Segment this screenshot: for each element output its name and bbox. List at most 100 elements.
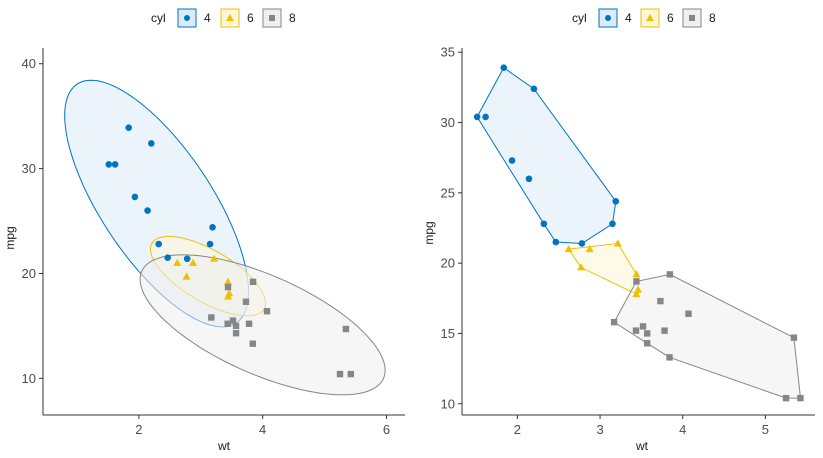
y-tick-label: 25: [441, 185, 455, 200]
point-cyl-4: [209, 224, 216, 231]
point-cyl-8: [790, 334, 798, 341]
point-cyl-8: [797, 394, 804, 402]
point-cyl-8: [336, 370, 344, 378]
point-cyl-8: [342, 325, 350, 333]
x-tick-label: 4: [679, 422, 686, 437]
panel-left-ellipse: 2 4 6 10 20 30 40: [22, 48, 405, 437]
y-tick-label: 20: [441, 256, 455, 271]
x-tick-label: 5: [762, 422, 769, 437]
point-cyl-8: [242, 298, 250, 305]
hull-cyl-8: [613, 273, 802, 399]
point-cyl-4: [105, 161, 113, 168]
point-cyl-8: [633, 278, 640, 285]
point-cyl-4: [473, 113, 481, 121]
point-cyl-8: [782, 394, 790, 402]
point-cyl-4: [125, 124, 133, 131]
panel-right-hull: 2 3 4 5 10 15 20 25 30 35: [441, 45, 815, 437]
legend-title: cyl: [572, 11, 587, 25]
y-tick-label: 10: [22, 371, 36, 386]
x-tick-label: 2: [135, 422, 142, 437]
x-tick-label: 6: [383, 422, 390, 437]
point-cyl-4: [155, 240, 163, 248]
point-cyl-4: [131, 193, 139, 201]
point-cyl-4: [552, 238, 560, 246]
point-cyl-8: [263, 307, 271, 315]
point-cyl-8: [643, 330, 651, 337]
x-axis-title-left: wt: [217, 439, 231, 453]
point-cyl-6: [564, 244, 573, 253]
y-tick-label: 30: [441, 115, 455, 130]
point-cyl-4: [530, 85, 538, 93]
y-tick-label: 15: [441, 326, 455, 341]
point-cyl-8: [249, 340, 256, 347]
point-cyl-8: [232, 330, 240, 337]
point-cyl-4: [164, 254, 171, 262]
point-cyl-8: [661, 327, 668, 334]
ellipse-cyl-8: [139, 254, 386, 396]
y-axis-title-left: mpg: [3, 226, 17, 249]
point-cyl-4: [111, 161, 119, 168]
point-cyl-8: [643, 340, 651, 347]
legend-label-6: 6: [247, 11, 254, 25]
point-cyl-4: [183, 255, 191, 263]
y-tick-label: 40: [22, 56, 36, 71]
point-cyl-6: [189, 258, 198, 266]
point-cyl-8: [224, 320, 231, 327]
point-cyl-8: [208, 314, 215, 321]
y-axis-title-right: mpg: [422, 221, 436, 244]
point-cyl-6: [613, 239, 622, 247]
x-tick-label: 3: [596, 422, 603, 437]
y-tick-label: 20: [22, 266, 36, 281]
legend-label-8: 8: [289, 11, 296, 25]
point-cyl-4: [482, 113, 489, 121]
legend-label-4: 4: [625, 11, 632, 25]
legend-left: cyl 4 6 8: [151, 8, 296, 28]
point-cyl-6: [577, 263, 586, 271]
point-cyl-4: [144, 207, 151, 214]
point-cyl-4: [525, 175, 533, 183]
point-cyl-8: [224, 283, 232, 291]
point-cyl-8: [610, 318, 618, 326]
legend-key-8-marker: [689, 15, 695, 21]
legend-label-6: 6: [667, 11, 674, 25]
point-cyl-6: [210, 254, 219, 262]
point-cyl-6: [632, 270, 641, 278]
legend-label-8: 8: [709, 11, 716, 25]
y-tick-label: 10: [441, 396, 455, 411]
point-cyl-8: [232, 322, 240, 330]
point-cyl-8: [685, 310, 692, 317]
point-cyl-4: [578, 240, 586, 247]
point-cyl-4: [609, 220, 616, 228]
hull-cyl-4: [476, 66, 617, 245]
legend-title: cyl: [151, 11, 166, 25]
point-cyl-6: [173, 258, 182, 266]
point-cyl-4: [612, 197, 620, 205]
point-cyl-8: [657, 297, 664, 305]
legend-key-4-marker: [605, 15, 611, 21]
point-cyl-6: [585, 244, 594, 253]
point-cyl-8: [229, 317, 237, 324]
x-axis-title-right: wt: [635, 439, 649, 453]
point-cyl-6: [182, 272, 191, 280]
legend-key-4-marker: [184, 15, 190, 21]
legend-key-6-marker: [226, 14, 234, 21]
legend-right: cyl 4 6 8: [572, 8, 716, 28]
point-cyl-8: [347, 370, 354, 378]
x-tick-label: 4: [259, 422, 266, 437]
point-cyl-4: [540, 220, 548, 228]
point-cyl-8: [249, 278, 257, 286]
point-cyl-8: [666, 271, 674, 278]
legend-key-8-marker: [269, 15, 275, 21]
point-cyl-4: [500, 64, 508, 71]
point-cyl-4: [147, 140, 155, 147]
legend-label-4: 4: [204, 11, 211, 25]
point-cyl-6: [224, 292, 233, 300]
point-cyl-8: [632, 327, 640, 334]
point-cyl-4: [508, 157, 516, 164]
x-tick-label: 2: [514, 422, 521, 437]
legend-key-6-marker: [646, 14, 654, 21]
y-tick-label: 35: [441, 45, 455, 60]
point-cyl-8: [245, 320, 253, 327]
point-cyl-6: [632, 289, 641, 298]
